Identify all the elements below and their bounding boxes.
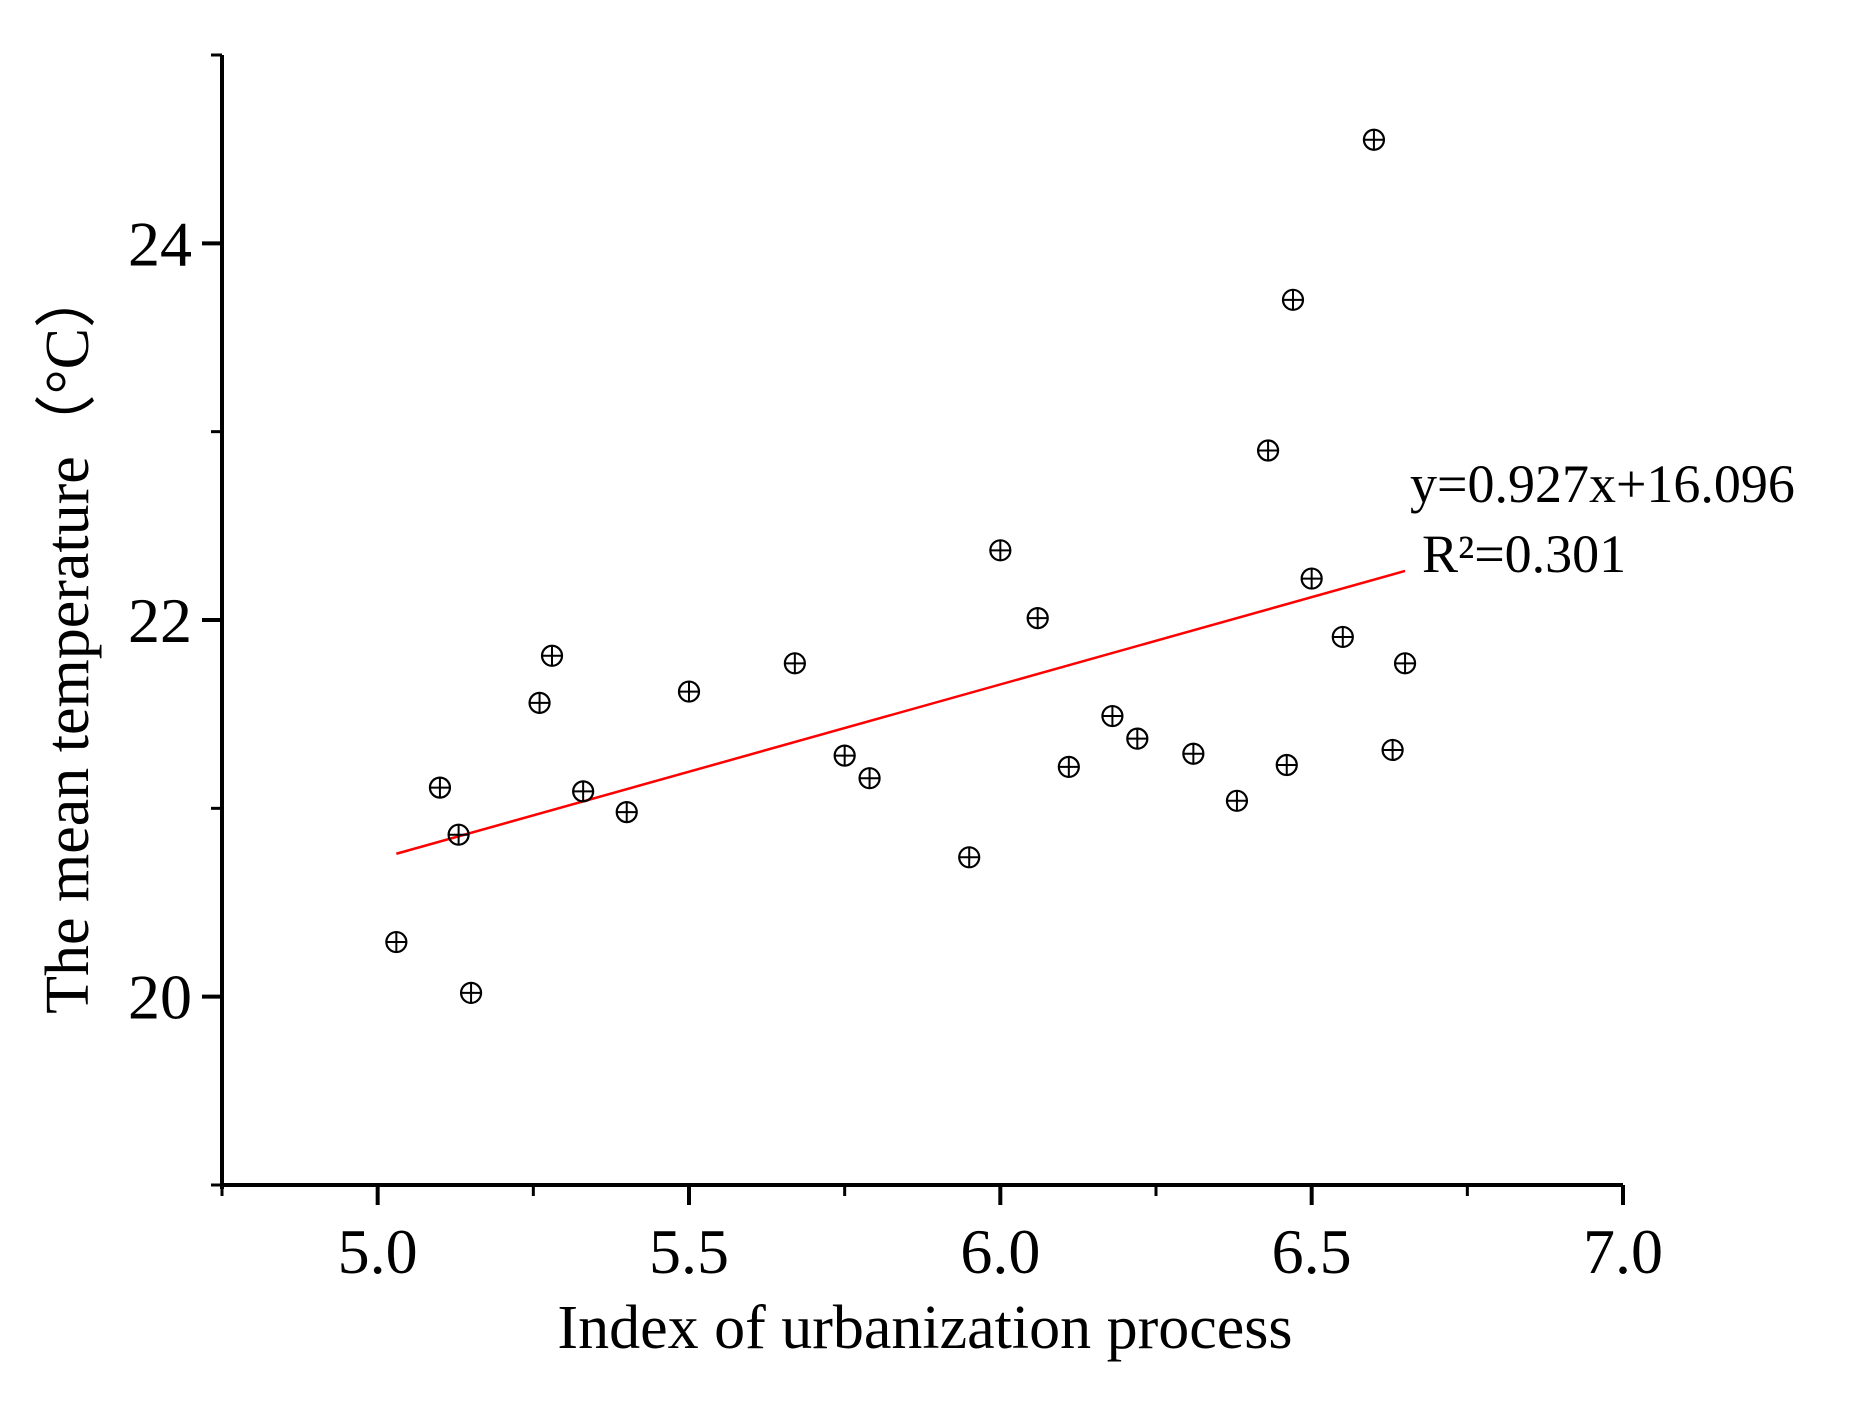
data-point	[1381, 738, 1404, 762]
fit-r2-label: R²=0.301	[1422, 524, 1626, 584]
x-tick-label-6.0: 6.0	[960, 1216, 1040, 1287]
data-point	[1225, 789, 1249, 812]
y-tick-label-22: 22	[128, 585, 192, 656]
data-point	[1275, 753, 1298, 777]
axes-layer: 20 22 24 5.0 5.5 6.0 6.5 7.0	[128, 53, 1663, 1287]
data-point	[958, 846, 981, 869]
data-point	[1057, 755, 1080, 779]
data-point	[677, 680, 701, 703]
data-point	[528, 691, 551, 714]
data-point	[428, 776, 452, 799]
data-point	[1362, 128, 1386, 151]
data-point	[1182, 742, 1205, 765]
y-tick-label-24: 24	[128, 208, 192, 279]
marks-layer	[385, 128, 1417, 1005]
x-tick-label-5.5: 5.5	[649, 1216, 729, 1287]
x-tick-label-5.0: 5.0	[338, 1216, 418, 1287]
data-point	[833, 744, 856, 767]
data-point	[1281, 288, 1305, 311]
fit-equation-label: y=0.927x+16.096	[1410, 454, 1795, 514]
data-point	[1331, 625, 1354, 649]
regression-line	[396, 569, 1406, 855]
data-point	[385, 930, 408, 954]
y-axis-label: The mean temperature（°C）	[34, 266, 102, 1014]
x-axis-label: Index of urbanization process	[557, 1294, 1292, 1362]
data-point	[1101, 704, 1124, 728]
data-point	[1126, 727, 1149, 750]
data-point	[989, 539, 1012, 562]
data-point	[1026, 607, 1049, 630]
y-tick-label-20: 20	[128, 962, 192, 1033]
data-point	[447, 823, 470, 846]
data-point	[1256, 439, 1280, 462]
data-point	[1393, 652, 1417, 675]
x-tick-label-6.5: 6.5	[1272, 1216, 1352, 1287]
data-point	[572, 780, 595, 803]
data-point	[459, 981, 483, 1005]
x-tick-label-7.0: 7.0	[1583, 1216, 1663, 1287]
data-point	[615, 800, 638, 824]
data-point	[783, 652, 806, 675]
data-point	[1300, 567, 1323, 590]
data-point	[858, 767, 881, 790]
data-point	[540, 644, 564, 667]
